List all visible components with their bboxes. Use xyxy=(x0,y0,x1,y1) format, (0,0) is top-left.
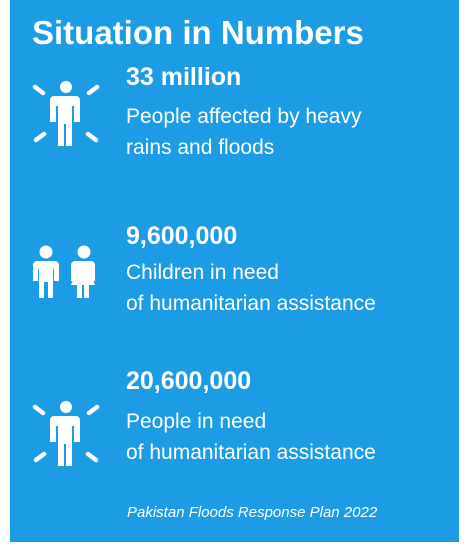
source-citation: Pakistan Floods Response Plan 2022 xyxy=(127,504,378,521)
children-icon xyxy=(26,244,106,300)
stat-value: 20,600,000 xyxy=(126,367,252,395)
stat-description: Children in need of humanitarian assista… xyxy=(126,257,376,319)
stat-value: 9,600,000 xyxy=(126,222,238,250)
stat-desc-line: People in need xyxy=(126,410,267,433)
stat-value: 33 million xyxy=(126,63,242,91)
stat-desc-line: of humanitarian assistance xyxy=(126,441,376,464)
stat-desc-line: of humanitarian assistance xyxy=(126,292,376,315)
stat-desc-line: Children in need xyxy=(126,261,279,284)
situation-panel: Situation in Numbers 33 million People a… xyxy=(10,0,459,542)
stat-description: People affected by heavy rains and flood… xyxy=(126,101,361,163)
stat-desc-line: People affected by heavy xyxy=(126,105,362,128)
stat-description: People in need of humanitarian assistanc… xyxy=(126,406,376,468)
panel-title: Situation in Numbers xyxy=(32,14,364,51)
stat-desc-line: rains and floods xyxy=(126,136,275,159)
person-impact-icon xyxy=(30,78,102,150)
person-impact-icon xyxy=(30,398,102,470)
